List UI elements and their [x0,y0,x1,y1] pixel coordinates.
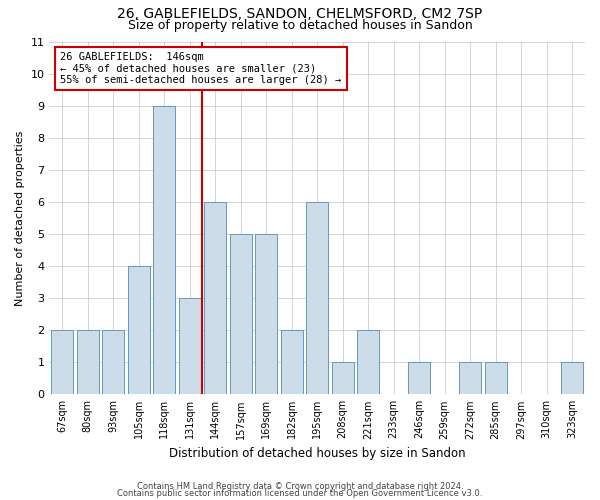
Bar [460,362,481,394]
Bar [205,202,226,394]
Bar [77,330,98,394]
Bar [307,202,328,394]
Text: Contains public sector information licensed under the Open Government Licence v3: Contains public sector information licen… [118,490,482,498]
Bar [281,330,302,394]
Text: 26, GABLEFIELDS, SANDON, CHELMSFORD, CM2 7SP: 26, GABLEFIELDS, SANDON, CHELMSFORD, CM2… [118,8,482,22]
Text: Size of property relative to detached houses in Sandon: Size of property relative to detached ho… [128,18,472,32]
Bar [485,362,506,394]
Bar [230,234,251,394]
Bar [128,266,149,394]
Bar [409,362,430,394]
Text: Contains HM Land Registry data © Crown copyright and database right 2024.: Contains HM Land Registry data © Crown c… [137,482,463,491]
Text: 26 GABLEFIELDS:  146sqm
← 45% of detached houses are smaller (23)
55% of semi-de: 26 GABLEFIELDS: 146sqm ← 45% of detached… [60,52,341,86]
Y-axis label: Number of detached properties: Number of detached properties [15,130,25,306]
Bar [154,106,175,395]
Bar [332,362,353,394]
Bar [52,330,73,394]
Bar [358,330,379,394]
Bar [179,298,200,394]
Bar [103,330,124,394]
Bar [562,362,583,394]
X-axis label: Distribution of detached houses by size in Sandon: Distribution of detached houses by size … [169,447,466,460]
Bar [256,234,277,394]
